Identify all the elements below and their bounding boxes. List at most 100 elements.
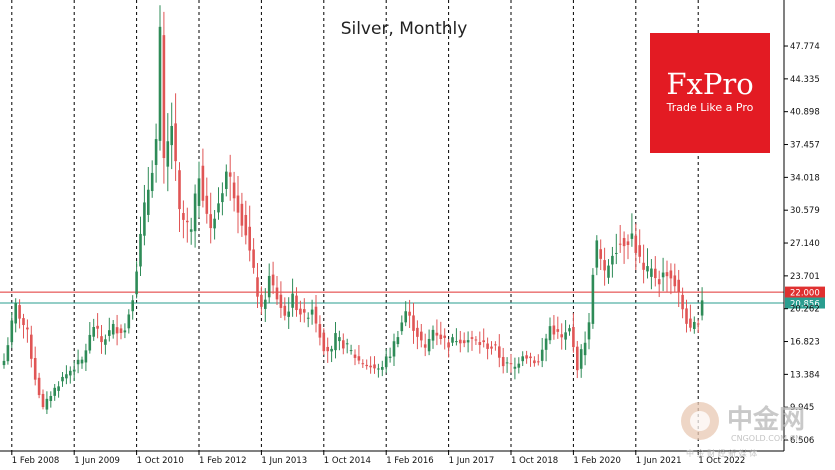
candlestick-series xyxy=(2,5,704,415)
candle-body xyxy=(431,329,435,341)
candle xyxy=(314,295,318,333)
candle xyxy=(435,319,439,346)
candle-body xyxy=(275,287,279,300)
candle xyxy=(345,338,349,354)
candle-body xyxy=(72,369,76,372)
candle xyxy=(147,166,150,223)
candle-body xyxy=(53,387,56,396)
x-tick-label: 1 Jun 2021 xyxy=(636,456,682,466)
candle xyxy=(533,356,536,367)
candle-body xyxy=(65,374,68,379)
candle-body xyxy=(45,398,49,410)
candle-body xyxy=(611,255,614,265)
candle xyxy=(579,344,583,378)
candle-body xyxy=(626,241,630,245)
candle xyxy=(595,235,599,276)
candle xyxy=(236,176,240,234)
candle xyxy=(396,330,400,348)
candle xyxy=(65,365,68,385)
fxpro-logo-background xyxy=(650,33,770,153)
candle xyxy=(642,244,645,284)
price-level-badge xyxy=(785,286,825,298)
candle xyxy=(552,315,556,340)
x-tick-label: 1 Oct 2014 xyxy=(324,456,371,466)
candle xyxy=(509,354,513,373)
candle xyxy=(423,333,427,357)
candle-body xyxy=(10,320,14,343)
cngold-watermark-tagline: 中 金 财 经 新 媒 体 xyxy=(686,448,757,458)
y-tick-label: 44.335 xyxy=(790,75,820,85)
candle-body xyxy=(330,348,333,352)
candle xyxy=(361,359,365,368)
candle xyxy=(244,200,248,245)
candle xyxy=(342,333,345,355)
candle-body xyxy=(427,338,431,352)
candle-body xyxy=(404,311,407,323)
candle xyxy=(10,312,14,349)
y-tick-label: 37.457 xyxy=(790,141,820,151)
candle xyxy=(654,256,657,287)
candle xyxy=(693,316,696,334)
candle-body xyxy=(271,274,275,286)
candle xyxy=(162,11,166,184)
candle-body xyxy=(197,178,201,206)
candle-body xyxy=(334,333,337,351)
candle xyxy=(166,113,170,192)
candle-body xyxy=(174,123,177,162)
candle-body xyxy=(540,349,544,361)
candle xyxy=(369,356,372,374)
x-tick-label: 1 Feb 2012 xyxy=(199,456,247,466)
candle xyxy=(303,298,306,323)
candle-body xyxy=(353,354,357,358)
candle-body xyxy=(599,249,602,259)
candle-body xyxy=(225,171,228,189)
candle xyxy=(2,353,6,369)
candle-body xyxy=(657,279,661,285)
candle-body xyxy=(533,360,536,364)
y-tick-label: 30.579 xyxy=(790,206,820,216)
candle xyxy=(80,356,84,369)
candle-body xyxy=(607,265,610,278)
price-level-label: 20.856 xyxy=(790,300,820,310)
candle xyxy=(661,257,665,292)
candle xyxy=(455,328,458,346)
price-level-badge xyxy=(785,297,825,309)
candle xyxy=(630,213,634,247)
candle xyxy=(182,200,185,239)
candle-body xyxy=(41,393,45,408)
x-tick-label: 1 Oct 2022 xyxy=(698,456,745,466)
candle xyxy=(626,234,630,260)
x-tick-label: 1 Feb 2008 xyxy=(12,456,60,466)
candle xyxy=(365,359,368,370)
candle-body xyxy=(14,303,17,324)
candle-body xyxy=(439,334,443,340)
candle xyxy=(111,320,115,339)
candle-body xyxy=(474,339,478,341)
candle-body xyxy=(583,342,587,356)
candle xyxy=(37,372,41,399)
candle-body xyxy=(470,337,474,339)
candle-body xyxy=(209,214,212,229)
candle-body xyxy=(189,229,193,232)
candle-body xyxy=(287,311,290,317)
candle-body xyxy=(373,364,376,369)
candle xyxy=(225,164,228,197)
chart-title: Silver, Monthly xyxy=(341,19,468,39)
candle-body xyxy=(661,272,665,278)
candle xyxy=(466,331,470,353)
candle-body xyxy=(306,317,310,319)
x-tick-label: 1 Oct 2018 xyxy=(511,456,558,466)
candle xyxy=(408,299,411,328)
candle xyxy=(291,278,294,317)
candle-body xyxy=(591,274,595,324)
candle-body xyxy=(217,203,220,213)
candle-body xyxy=(244,214,248,236)
candle-body xyxy=(18,305,21,319)
candle xyxy=(427,329,431,356)
candle-body xyxy=(92,327,95,337)
candle xyxy=(689,304,692,332)
candle xyxy=(248,205,251,262)
candle-body xyxy=(115,327,119,334)
candle xyxy=(115,314,119,346)
y-tick-label: 23.701 xyxy=(790,272,820,282)
